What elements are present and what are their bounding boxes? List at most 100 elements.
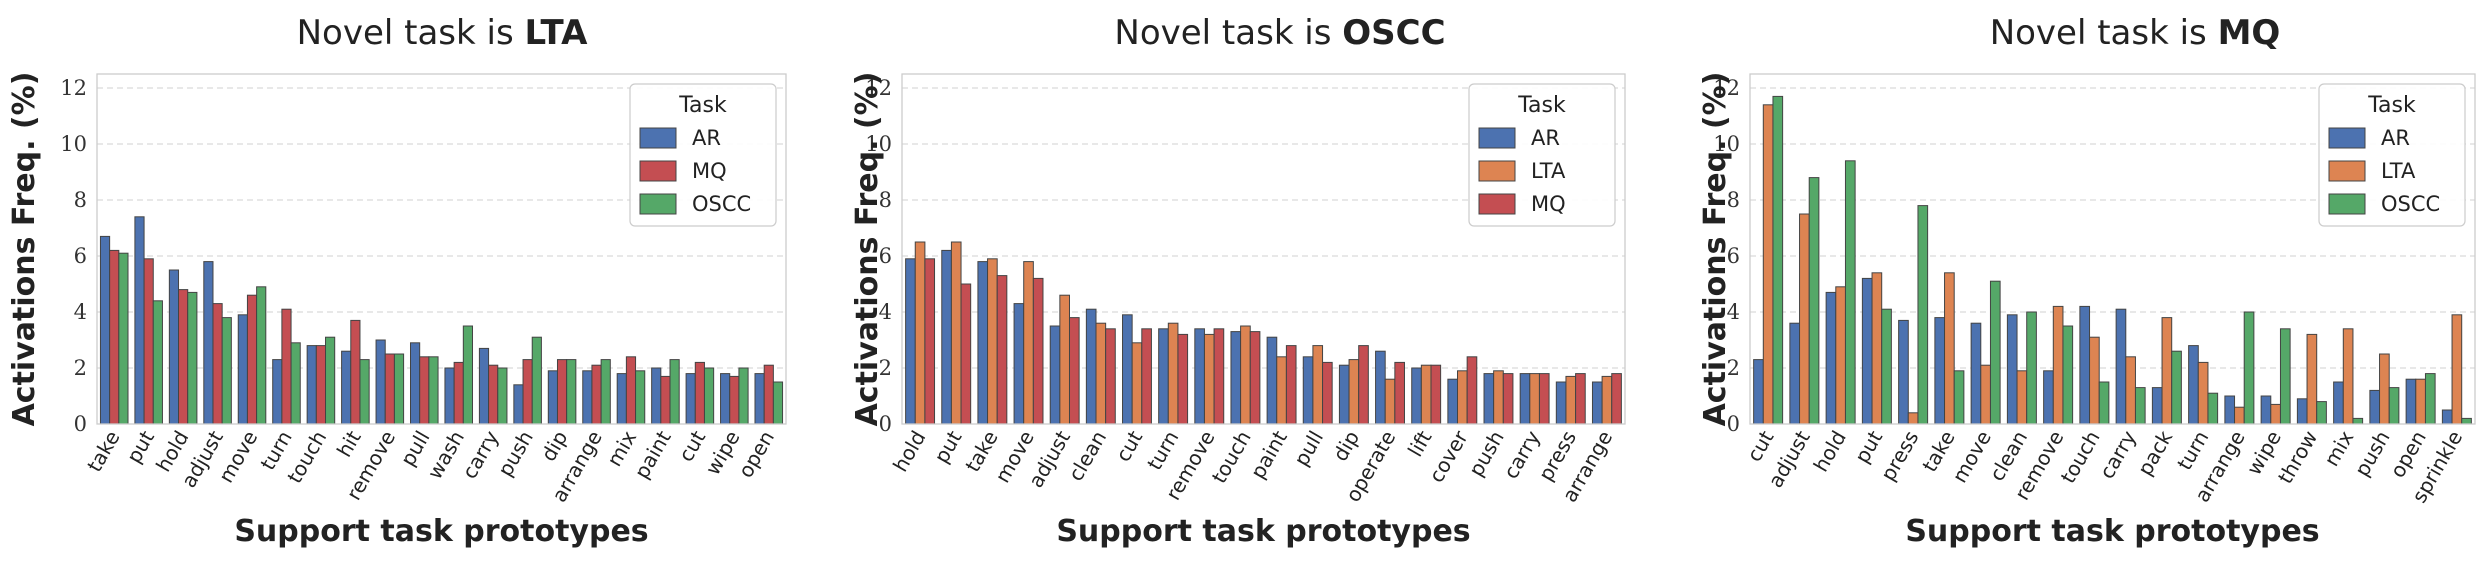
x-tick-label: clean <box>1063 427 1111 486</box>
bar-lta-put <box>950 241 962 425</box>
bar-ar-operate <box>1375 350 1386 425</box>
legend-title: Task <box>2367 93 2416 118</box>
y-tick-label: 6 <box>74 244 87 268</box>
bar-lta-clean <box>1095 322 1107 425</box>
bar-lta-press <box>1907 412 1919 425</box>
x-tick-label: hold <box>1809 427 1851 476</box>
bar-ar-adjust <box>1789 322 1801 425</box>
bar-oscc-cut <box>1772 95 1784 425</box>
bar-lta-push <box>2379 353 2390 425</box>
legend-label-oscc: OSCC <box>2381 192 2440 216</box>
bar-oscc-move <box>1989 280 2001 425</box>
legend-swatch-ar <box>2328 127 2366 149</box>
bar-mq-pull <box>419 356 430 425</box>
y-tick-label: 12 <box>865 76 892 100</box>
bar-ar-arrange <box>1591 381 1603 425</box>
bar-lta-throw <box>2306 333 2318 425</box>
bar-oscc-carry <box>2134 387 2146 425</box>
x-tick-label: paint <box>1246 426 1292 482</box>
bar-lta-move <box>1023 261 1034 425</box>
legend-swatch-mq <box>639 160 677 182</box>
bar-oscc-wash <box>462 325 474 425</box>
legend-box <box>1468 83 1616 227</box>
legend-swatch-ar <box>1478 127 1516 149</box>
bar-ar-move <box>1013 303 1025 425</box>
bar-lta-carry <box>1529 373 1540 425</box>
chart-title-prefix: Novel task is <box>297 13 525 53</box>
bar-lta-adjust <box>1059 294 1070 425</box>
bar-mq-turn <box>1177 333 1189 425</box>
x-axis-label: Support task prototypes <box>1905 514 2319 549</box>
bar-mq-paint <box>660 375 671 425</box>
bar-oscc-hold <box>187 291 198 425</box>
bar-mq-carry <box>488 364 499 425</box>
bar-ar-move <box>1970 322 1982 425</box>
bar-lta-cover <box>1457 370 1468 425</box>
bar-ar-wipe <box>720 373 731 425</box>
bar-ar-put <box>1861 277 1873 425</box>
bar-ar-put <box>941 249 952 425</box>
bar-lta-cut <box>1131 342 1143 425</box>
bar-mq-push <box>1502 373 1514 425</box>
legend-box <box>2318 83 2466 227</box>
chart-title: Novel task is OSCC <box>1114 13 1445 53</box>
bar-mq-wipe <box>729 375 740 425</box>
y-tick-label: 0 <box>1727 412 1740 436</box>
bar-mq-press <box>1575 373 1586 425</box>
bar-ar-push <box>513 384 524 425</box>
bar-mq-wash <box>453 361 464 425</box>
chart-panel-mq: 024681012cutadjustholdputpresstakemovecl… <box>1698 13 2476 549</box>
bar-lta-touch <box>1240 325 1251 425</box>
legend-swatch-lta <box>1478 160 1516 182</box>
chart-title-task: OSCC <box>1342 13 1445 53</box>
legend-swatch-oscc <box>2328 193 2366 215</box>
y-tick-label: 10 <box>1713 132 1740 156</box>
legend-title: Task <box>678 93 727 118</box>
bar-oscc-push <box>531 336 542 425</box>
y-tick-label: 8 <box>74 188 87 212</box>
y-tick-label: 4 <box>74 300 87 324</box>
x-tick-label: dip <box>1328 427 1364 466</box>
legend-label-mq: MQ <box>1531 192 1566 216</box>
y-axis-label: Activations Freq. (%) <box>1698 72 1733 427</box>
bar-oscc-touch <box>2098 381 2110 425</box>
x-tick-label: hold <box>888 427 930 476</box>
chart-title-prefix: Novel task is <box>1114 13 1342 53</box>
bar-lta-arrange <box>2234 406 2245 425</box>
bar-ar-wipe <box>2260 395 2272 425</box>
bar-mq-move <box>1032 277 1044 425</box>
y-tick-label: 4 <box>1727 300 1740 324</box>
bar-ar-turn <box>2188 345 2199 425</box>
bar-mq-hold <box>924 258 936 425</box>
bar-ar-pull <box>409 342 421 425</box>
plot-frame <box>96 73 787 425</box>
bar-ar-paint <box>1266 336 1278 425</box>
bar-lta-cut <box>1762 104 1774 425</box>
bar-lta-sprinkle <box>2451 314 2463 425</box>
bar-ar-remove <box>2043 370 2054 425</box>
legend: Task AR MQ OSCC <box>629 83 777 227</box>
x-tick-label: open <box>733 427 779 482</box>
x-tick-label: cut <box>1742 426 1779 465</box>
bar-mq-cover <box>1466 356 1478 425</box>
bar-mq-cut <box>1141 328 1152 425</box>
bar-ar-hit <box>341 350 352 425</box>
bar-mq-carry <box>1538 373 1550 425</box>
bar-mq-remove <box>1213 328 1225 425</box>
bar-lta-operate <box>1384 378 1396 425</box>
bar-ar-push <box>1483 373 1495 425</box>
bar-ar-push <box>2369 389 2381 425</box>
bar-ar-open <box>754 373 765 425</box>
bar-lta-pull <box>1312 345 1324 425</box>
y-tick-label: 0 <box>74 412 87 436</box>
legend-label-ar: AR <box>2381 126 2410 150</box>
bar-mq-dip <box>1358 345 1369 425</box>
bar-oscc-turn <box>2207 392 2219 425</box>
bar-lta-turn <box>2197 361 2209 425</box>
bar-ar-press <box>1898 319 1909 425</box>
bar-ar-open <box>2405 378 2417 425</box>
y-tick-label: 6 <box>1727 244 1740 268</box>
bar-ar-dip <box>1338 364 1350 425</box>
bar-ar-pull <box>1302 356 1314 425</box>
